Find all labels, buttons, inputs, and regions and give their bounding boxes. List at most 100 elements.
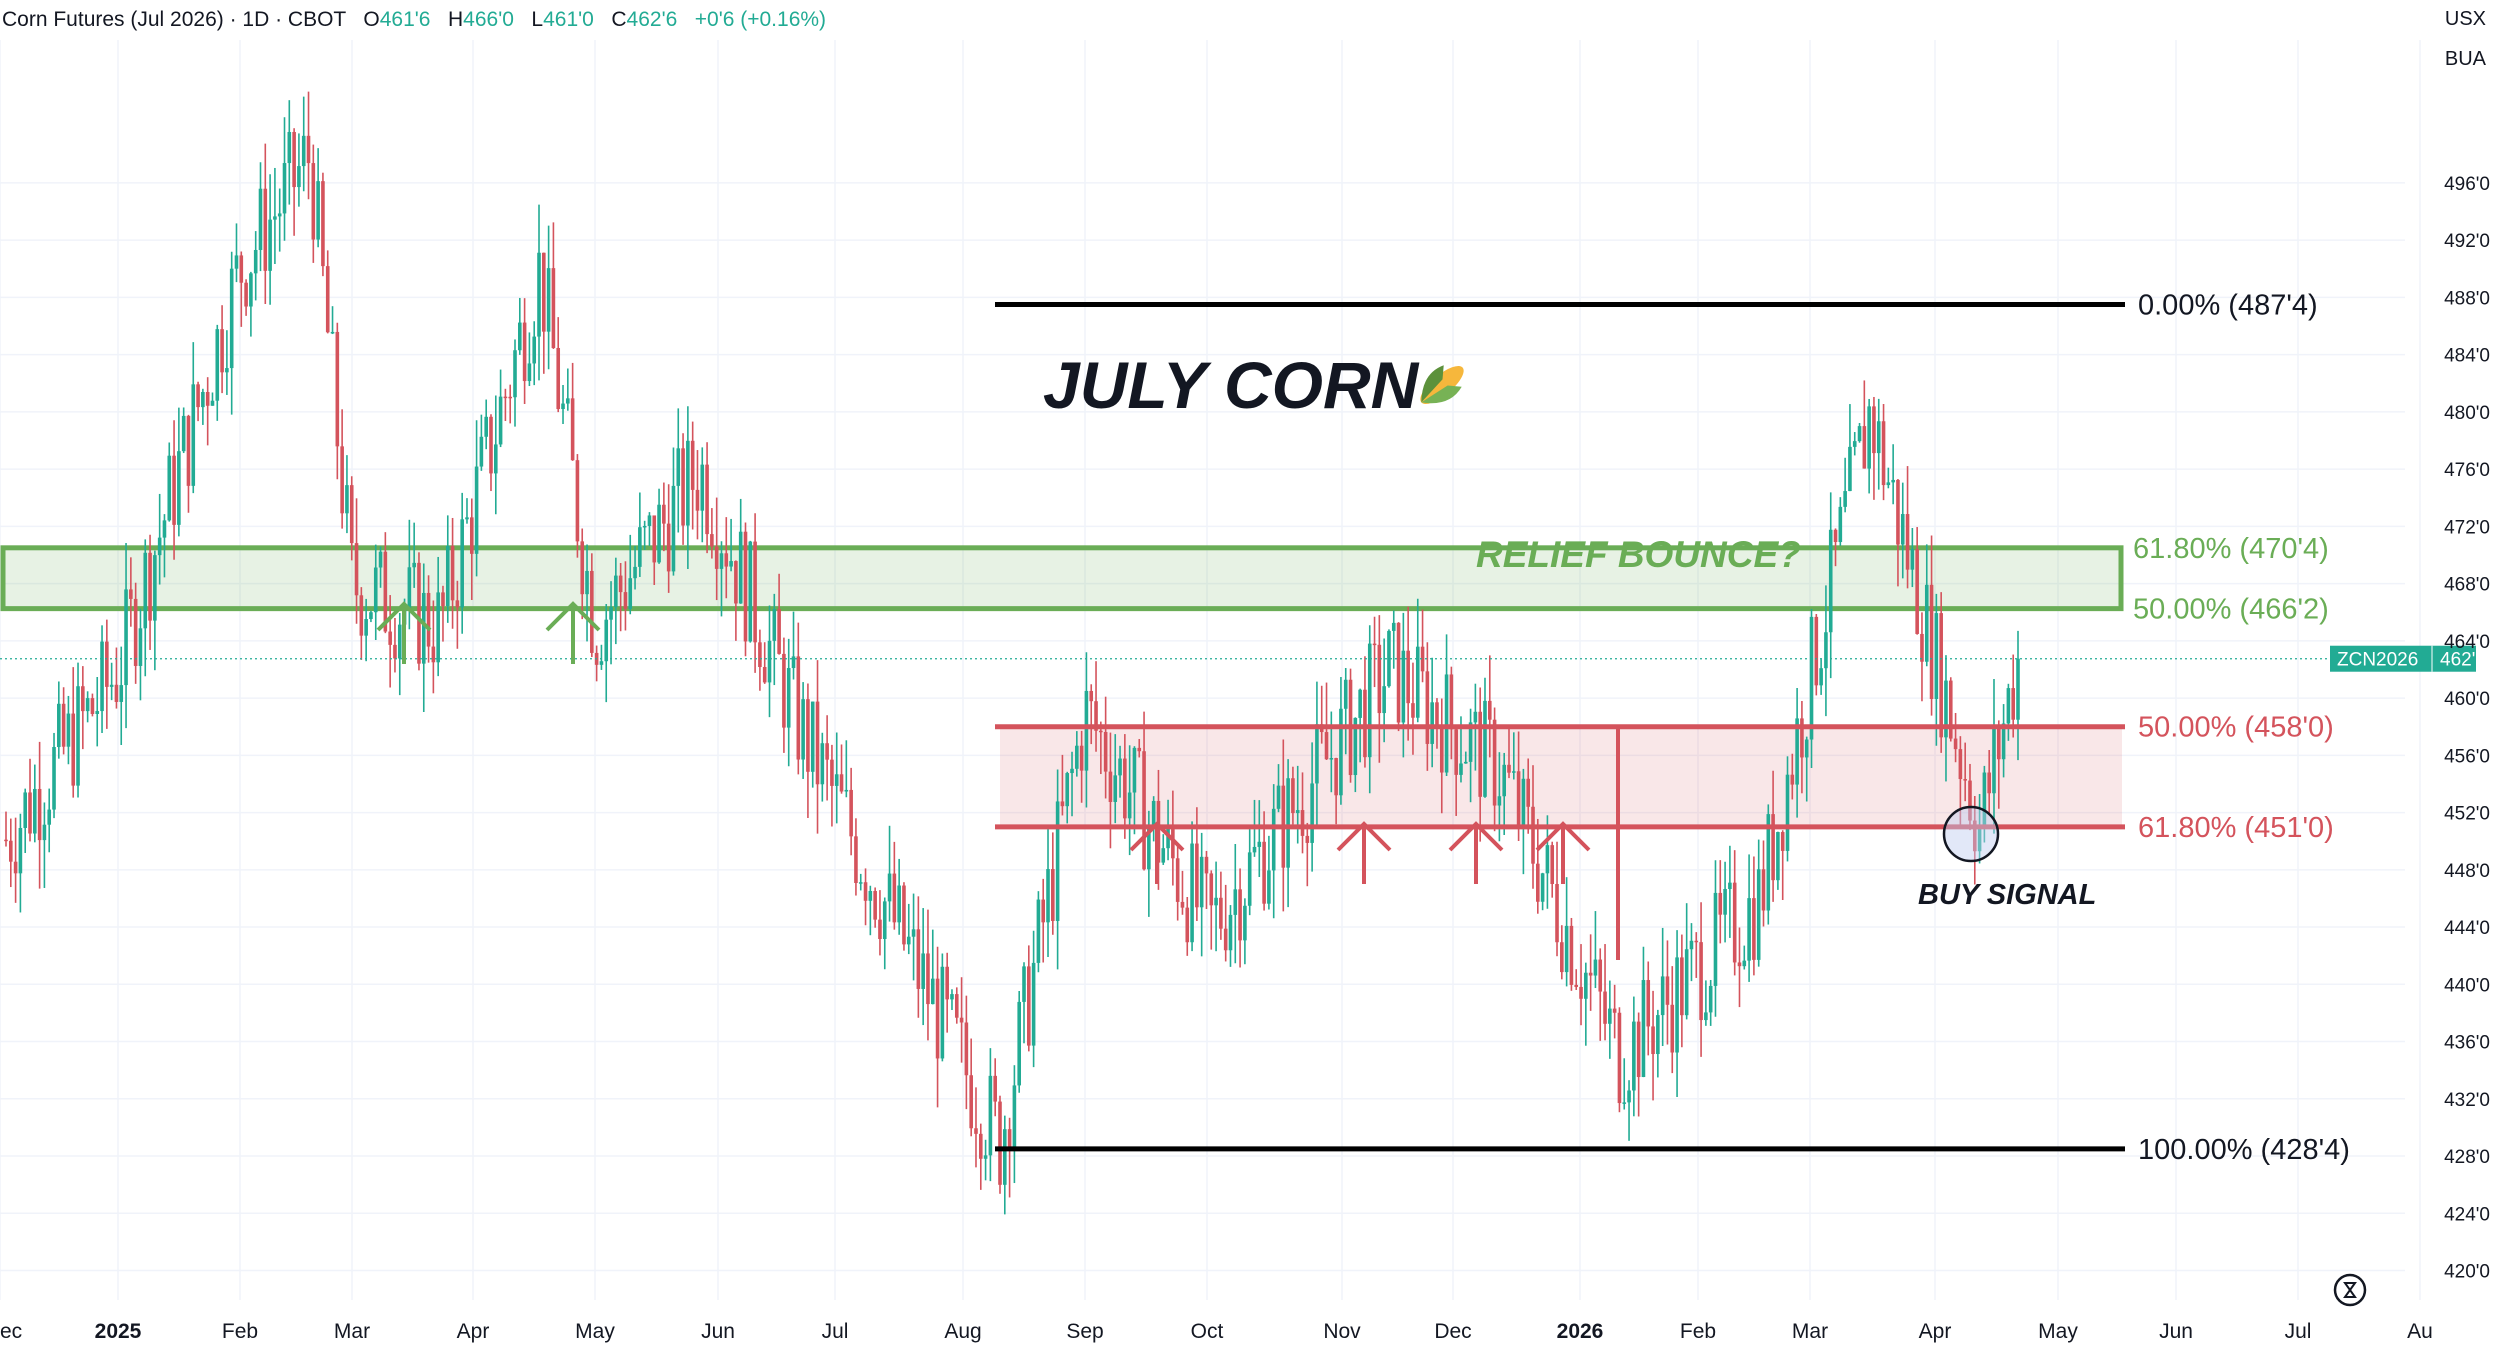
candle-body bbox=[1060, 801, 1065, 807]
candle-body bbox=[834, 774, 839, 786]
candle-body bbox=[431, 646, 436, 663]
candle-body bbox=[710, 534, 714, 547]
candle-body bbox=[599, 661, 604, 665]
candle-body bbox=[1564, 925, 1569, 973]
candle-body bbox=[734, 561, 738, 604]
candle-body bbox=[1771, 814, 1775, 881]
candle-body bbox=[748, 541, 753, 642]
candle-body bbox=[849, 789, 853, 837]
candle-body bbox=[762, 667, 767, 683]
candle-body bbox=[2016, 658, 2020, 720]
candle-body bbox=[18, 827, 23, 874]
arrow-head bbox=[1448, 821, 1504, 852]
candle-body bbox=[4, 839, 8, 842]
x-tick-label: Oct bbox=[1191, 1320, 1224, 1343]
candle-body bbox=[1468, 722, 1473, 762]
candle-body bbox=[1324, 732, 1329, 760]
candle-body bbox=[1665, 976, 1670, 1005]
candle-body bbox=[321, 181, 325, 267]
candle-body bbox=[114, 684, 119, 702]
candle-body bbox=[1084, 690, 1089, 771]
buy-signal-circle bbox=[1942, 805, 2000, 863]
x-tick-label: Jul bbox=[2285, 1320, 2312, 1343]
clock-replay-icon[interactable] bbox=[2333, 1273, 2367, 1307]
unit-label[interactable]: BUA bbox=[2444, 48, 2486, 70]
candle-body bbox=[1132, 747, 1137, 793]
candle-body bbox=[397, 624, 402, 659]
candle-body bbox=[700, 464, 705, 511]
y-tick-label: 448'0 bbox=[2444, 861, 2490, 882]
candle-body bbox=[407, 567, 412, 611]
candle-body bbox=[349, 485, 354, 544]
candle-body bbox=[1430, 702, 1434, 744]
candle-body bbox=[1041, 899, 1046, 923]
candle-body bbox=[1372, 643, 1377, 646]
y-tick-label: 436'0 bbox=[2444, 1033, 2490, 1054]
candle-body bbox=[186, 415, 191, 486]
candle-body bbox=[1051, 869, 1055, 921]
y-tick-label: 456'0 bbox=[2444, 746, 2490, 767]
candle-body bbox=[1055, 801, 1060, 921]
candle-body bbox=[1929, 584, 1934, 700]
buy-signal-label: BUY SIGNAL bbox=[1918, 879, 2096, 911]
candle-body bbox=[518, 322, 522, 351]
candle-body bbox=[1315, 724, 1319, 784]
candle-body bbox=[1031, 962, 1036, 1046]
open-label: O bbox=[363, 8, 380, 31]
candle-body bbox=[426, 592, 431, 647]
candle-body bbox=[878, 919, 882, 939]
candle-body bbox=[738, 531, 743, 604]
candle-body bbox=[95, 711, 100, 714]
candle-body bbox=[1103, 731, 1108, 772]
candle-body bbox=[474, 466, 479, 554]
candle-body bbox=[1147, 825, 1151, 870]
candle-body bbox=[863, 882, 868, 901]
candle-body bbox=[1612, 1008, 1617, 1013]
candle-body bbox=[1142, 751, 1146, 870]
chart-grid bbox=[0, 40, 2421, 1300]
candle-body bbox=[935, 978, 940, 1059]
currency-label[interactable]: USX bbox=[2444, 8, 2486, 30]
candle-body bbox=[450, 545, 455, 601]
candle-body bbox=[1329, 758, 1334, 760]
candle-body bbox=[1804, 739, 1809, 758]
candle-body bbox=[1123, 758, 1127, 819]
candle-body bbox=[988, 1075, 993, 1156]
candle-body bbox=[839, 774, 844, 792]
candle-body bbox=[215, 329, 220, 401]
candle-body bbox=[1972, 820, 1977, 852]
candle-body bbox=[758, 642, 762, 668]
candle-body bbox=[249, 273, 253, 307]
candle-body bbox=[796, 656, 801, 760]
candle-body bbox=[162, 520, 167, 538]
candle-body bbox=[47, 809, 52, 825]
candle-body bbox=[551, 268, 556, 348]
candle-body bbox=[993, 1075, 997, 1102]
y-tick-label: 472'0 bbox=[2444, 517, 2490, 538]
candle-body bbox=[873, 890, 877, 920]
candle-body bbox=[604, 619, 609, 662]
high-value: 466'0 bbox=[463, 8, 514, 31]
candle-body bbox=[196, 384, 200, 408]
candle-body bbox=[959, 1017, 964, 1023]
candle-body bbox=[1267, 870, 1271, 904]
candle-body bbox=[921, 953, 925, 989]
candle-body bbox=[1070, 768, 1074, 774]
candle-body bbox=[1185, 907, 1190, 943]
x-tick-label: ec bbox=[0, 1320, 22, 1343]
candle-body bbox=[479, 436, 484, 467]
candle-body bbox=[1632, 1021, 1636, 1091]
x-tick-label: Mar bbox=[334, 1320, 370, 1343]
candle-body bbox=[325, 266, 330, 333]
y-tick-label: 432'0 bbox=[2444, 1090, 2490, 1111]
candle-body bbox=[373, 567, 378, 613]
up-arrow-icon bbox=[1448, 821, 1504, 884]
candle-body bbox=[1027, 966, 1031, 1046]
y-tick-label: 440'0 bbox=[2444, 975, 2490, 996]
candle-body bbox=[1094, 701, 1098, 731]
candle-body bbox=[71, 713, 76, 786]
candle-body bbox=[1199, 856, 1204, 908]
candle-body bbox=[412, 562, 416, 568]
candle-body bbox=[1737, 962, 1742, 967]
